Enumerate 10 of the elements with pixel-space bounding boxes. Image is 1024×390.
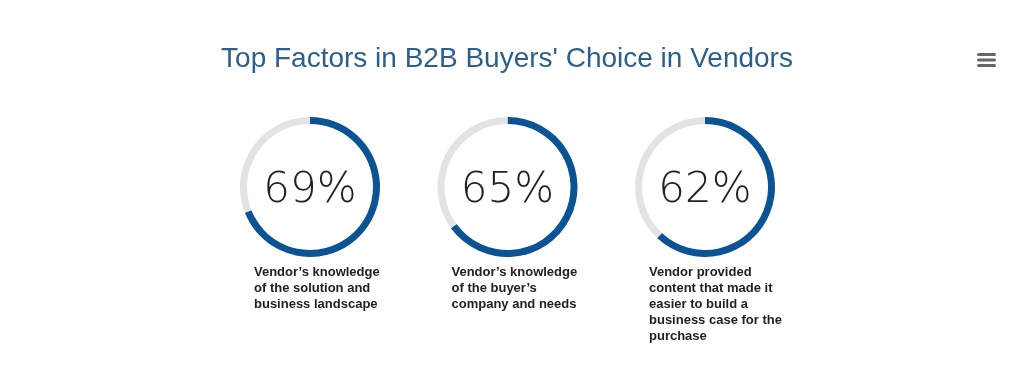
text: Vendor provided content that made it easier to build a business case for the purchase bbox=[649, 264, 782, 343]
data-label: 69% bbox=[263, 163, 357, 212]
text: Vendor’s knowledge of the solution and business landscape bbox=[254, 264, 380, 311]
donut-slice bbox=[657, 117, 775, 257]
data-label: 65% bbox=[460, 163, 555, 212]
text: Vendor’s knowledge of the buyer’s company and needs bbox=[451, 264, 578, 311]
data-label: 62% bbox=[658, 163, 752, 212]
donut-slice bbox=[244, 117, 380, 257]
donut-slice bbox=[450, 117, 578, 257]
text: Top Factors in B2B Buyers' Choice in Vendors bbox=[221, 42, 793, 73]
